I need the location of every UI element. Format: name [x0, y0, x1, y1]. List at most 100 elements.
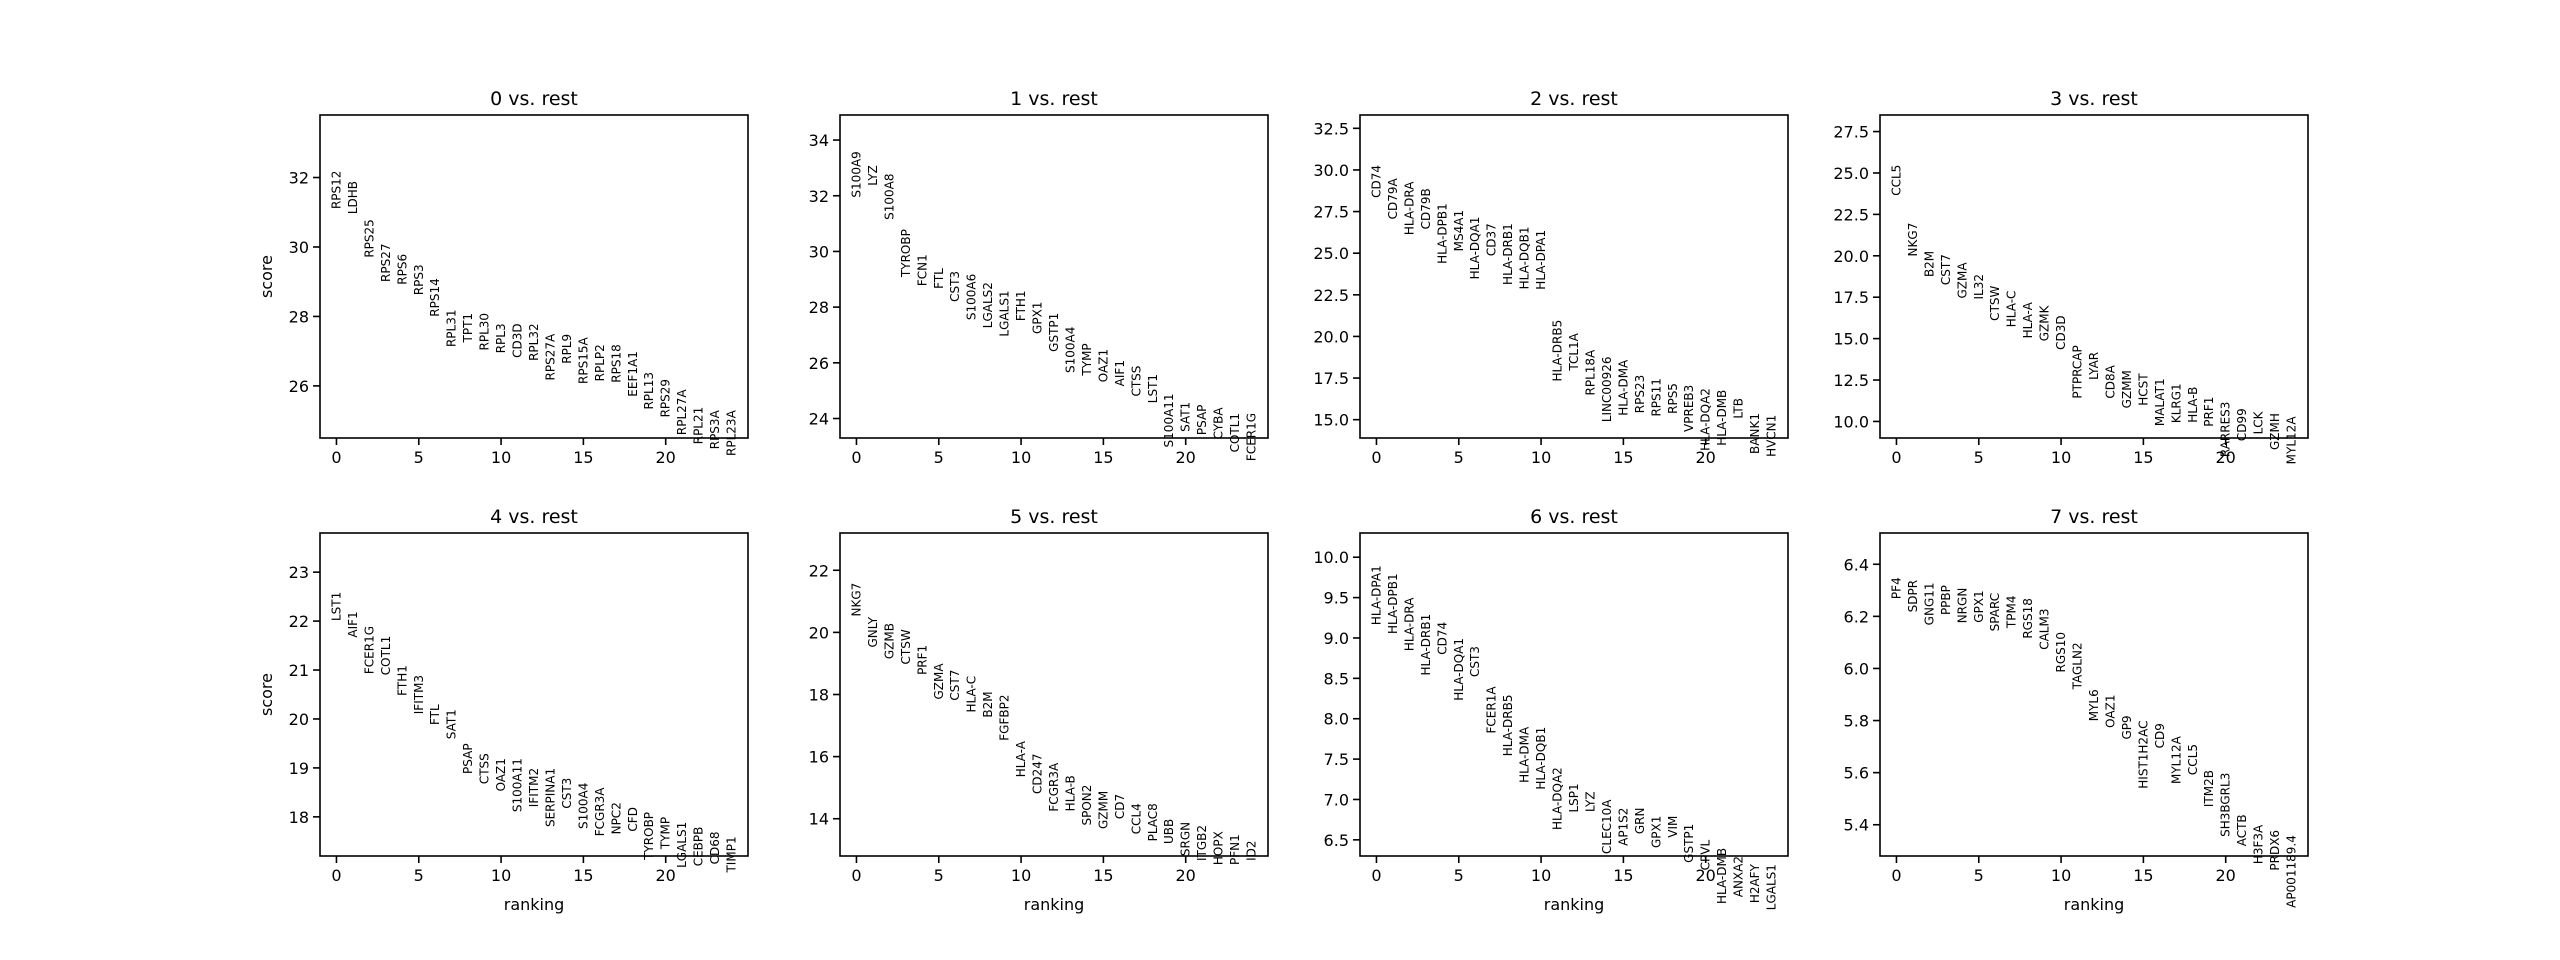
x-tick-label: 20	[1176, 448, 1196, 467]
x-tick-label: 5	[934, 448, 944, 467]
gene-label: LGALS1	[998, 290, 1012, 336]
gene-label: LGALS1	[675, 822, 689, 868]
gene-label: RPS5	[1666, 383, 1680, 414]
gene-label: PRF1	[2202, 397, 2216, 427]
gene-label: FCER1G	[1245, 413, 1259, 461]
gene-label: RPS11	[1649, 378, 1663, 416]
x-tick-label: 0	[851, 866, 861, 885]
gene-label: PF4	[1889, 577, 1903, 599]
gene-label: RPS25	[362, 219, 376, 257]
gene-label: CCL5	[1889, 165, 1903, 196]
gene-label: TCL1A	[1567, 332, 1581, 371]
gene-label: TPM4	[2005, 596, 2019, 630]
panel-6: 6 vs. rest 0 5 10 15 20 6.5 7.0 7.5 8.0 8.5 9.0 9.5 1…	[1313, 506, 1789, 914]
y-tick-label: 15.0	[1313, 411, 1349, 430]
gene-label: SERPINA1	[543, 768, 557, 827]
gene-label: MS4A1	[1452, 210, 1466, 251]
gene-label: CD79A	[1386, 177, 1400, 219]
x-tick-label: 15	[573, 448, 593, 467]
gene-label: LST1	[1146, 374, 1160, 403]
panel-title: 2 vs. rest	[1530, 88, 1618, 110]
gene-label: FTH1	[395, 665, 409, 696]
gene-label: HCST	[2136, 373, 2150, 406]
gene-label: LYZ	[1583, 791, 1597, 812]
gene-label: GNG11	[1922, 582, 1936, 625]
y-tick-label: 21	[289, 661, 309, 680]
x-tick-label: 10	[1531, 866, 1551, 885]
axes-frame	[1359, 532, 1789, 857]
gene-label: FCER1A	[1485, 686, 1499, 734]
gene-label: COTL1	[1228, 413, 1242, 452]
gene-label: HLA-DQA2	[1551, 767, 1565, 830]
gene-label: B2M	[1922, 251, 1936, 277]
gene-label: CD3D	[511, 323, 525, 358]
gene-label: AP1S2	[1616, 808, 1630, 846]
panel-2: 2 vs. rest 0 5 10 15 20 15.0 17.5 20.0 22.5 25.0 27…	[1313, 88, 1789, 467]
gene-label: CD68	[708, 832, 722, 865]
y-tick-label: 22.5	[1833, 205, 1869, 224]
gene-label: RPS12	[329, 171, 343, 209]
gene-label: FCGR3A	[593, 787, 607, 837]
y-tick-label: 20.0	[1833, 247, 1869, 266]
gene-label: GSTP1	[1047, 313, 1061, 352]
y-tick-label: 18	[289, 808, 309, 827]
y-tick-label: 26	[289, 377, 309, 396]
x-tick-label: 20	[1696, 866, 1716, 885]
x-tick-label: 20	[656, 448, 676, 467]
gene-label: AIF1	[346, 611, 360, 637]
x-tick-label: 5	[1454, 866, 1464, 885]
gene-label: LDHB	[346, 181, 360, 214]
gene-label: SAT1	[445, 709, 459, 739]
gene-label: CD7	[1113, 794, 1127, 819]
gene-label: B2M	[981, 691, 995, 717]
gene-label: NKG7	[849, 583, 863, 617]
x-tick-label: 10	[2051, 866, 2071, 885]
y-tick-label: 28	[809, 298, 829, 317]
gene-label: SH3BGRL3	[2219, 773, 2233, 837]
gene-label: GZMM	[1096, 791, 1110, 829]
y-tick-label: 15.0	[1833, 330, 1869, 349]
x-tick-label: 10	[2051, 448, 2071, 467]
y-tick-label: 22	[289, 612, 309, 631]
gene-label: CEBPB	[692, 827, 706, 867]
gene-label: CFD	[626, 807, 640, 832]
y-tick-label: 8.5	[1324, 669, 1349, 688]
y-tick-label: 10.0	[1313, 548, 1349, 567]
x-tick-label: 0	[331, 448, 341, 467]
panel-title: 4 vs. rest	[490, 506, 578, 528]
gene-label: RPS27	[379, 244, 393, 282]
panel-3: 3 vs. rest 0 5 10 15 20 10.0 12.5 15.0 17.5 20.0 22…	[1833, 88, 2309, 467]
gene-label: VPREB3	[1682, 385, 1696, 432]
gene-label: RPS6	[395, 254, 409, 285]
y-tick-label: 6.2	[1844, 607, 1869, 626]
gene-label: HLA-DPB1	[1435, 203, 1449, 264]
gene-label: PFN1	[1228, 834, 1242, 865]
panel-7: 7 vs. rest 0 5 10 15 20 5.4 5.6 5.8 6.0 6.2 6.4 rank…	[1844, 506, 2309, 914]
gene-label: CD74	[1369, 165, 1383, 198]
x-tick-label: 10	[1011, 448, 1031, 467]
gene-label: HOPX	[1212, 831, 1226, 865]
gene-label: HLA-DMB	[1715, 848, 1729, 904]
gene-label: LYAR	[2087, 352, 2101, 380]
gene-label: OAZ1	[1096, 349, 1110, 382]
gene-label: GZMM	[2120, 370, 2134, 408]
y-tick-label: 17.5	[1313, 369, 1349, 388]
gene-label: HLA-DMA	[1518, 726, 1532, 783]
y-tick-label: 20	[289, 710, 309, 729]
gene-label: AP001189.4	[2285, 835, 2299, 908]
gene-label: PSAP	[461, 743, 475, 774]
x-tick-label: 0	[1891, 448, 1901, 467]
gene-label: RPL3	[494, 323, 508, 353]
y-tick-label: 17.5	[1833, 288, 1869, 307]
gene-label: LINC00926	[1600, 356, 1614, 422]
gene-label: TYMP	[659, 817, 673, 850]
gene-label: GZMB	[882, 623, 896, 659]
gene-label: H2AFY	[1748, 863, 1762, 903]
gene-label: IFITM2	[527, 768, 541, 807]
panel-title: 3 vs. rest	[2050, 88, 2138, 110]
gene-label: RPL30	[478, 313, 492, 351]
gene-label: S100A8	[882, 173, 896, 219]
gene-label: CTSW	[1988, 285, 2002, 320]
gene-label: CTSS	[478, 753, 492, 784]
gene-label: GNLY	[866, 616, 880, 647]
